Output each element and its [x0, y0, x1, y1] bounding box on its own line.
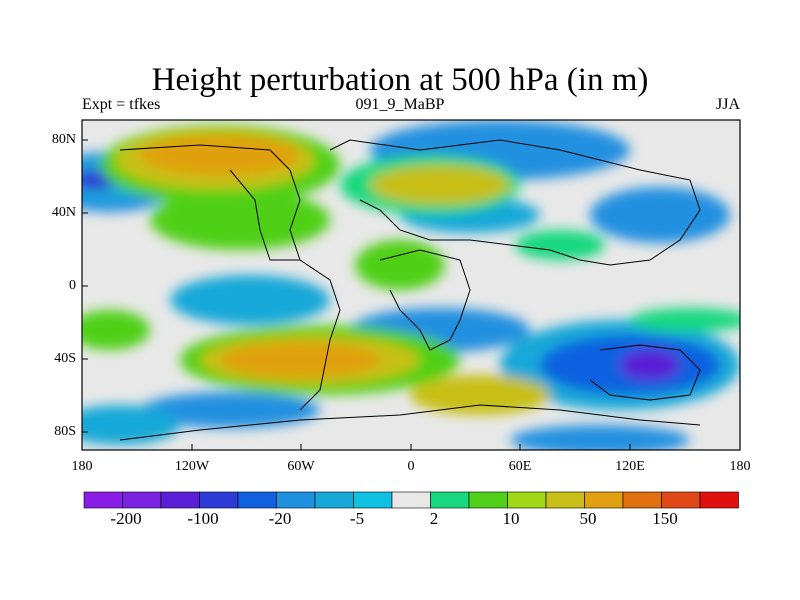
lat-tick-label: 40S: [54, 351, 76, 366]
colorbar: [83, 491, 739, 509]
colorbar-swatch: [699, 491, 739, 509]
lon-tick-label: 60W: [287, 459, 315, 474]
lon-tick-label: 60E: [508, 459, 532, 474]
colorbar-swatch: [237, 491, 277, 509]
coastlines: [119, 139, 701, 441]
colorbar-label: -200: [110, 509, 142, 528]
colorbar-swatch: [507, 491, 547, 509]
colorbar-label: -20: [268, 509, 292, 528]
colorbar-swatch: [276, 491, 316, 509]
colorbar-swatch: [122, 491, 162, 509]
lon-tickmarks: [81, 444, 741, 450]
map-title: Height perturbation at 500 hPa (in m): [151, 62, 649, 98]
lat-tickmarks: [82, 139, 88, 433]
colorbar-swatch: [545, 491, 585, 509]
colorbar-label: 2: [429, 509, 439, 528]
colorbar-swatch: [430, 491, 470, 509]
colorbar-swatch: [584, 491, 624, 509]
season-label: JJA: [715, 96, 740, 113]
lat-tick-label: 80S: [54, 424, 76, 439]
colorbar-swatch: [622, 491, 662, 509]
experiment-label: Expt = tfkes: [82, 96, 161, 113]
colorbar-label: 50: [579, 509, 597, 528]
colorbar-swatch: [661, 491, 701, 509]
lat-tick-label: 0: [69, 278, 76, 293]
colorbar-swatch: [160, 491, 200, 509]
colorbar-swatch: [83, 491, 123, 509]
colorbar-swatch: [314, 491, 354, 509]
colorbar-swatch: [199, 491, 239, 509]
colorbar-swatch: [391, 491, 431, 509]
lat-tick-label: 80N: [51, 132, 76, 147]
lon-tick-label: 120E: [615, 459, 645, 474]
colorbar-label: -100: [187, 509, 219, 528]
lon-tick-label: 180: [71, 459, 93, 474]
colorbar-swatch: [468, 491, 508, 509]
contour-field: [82, 120, 740, 450]
colorbar-label: 10: [502, 509, 520, 528]
case-label: 091_9_MaBP: [355, 96, 445, 113]
lon-tick-label: 0: [407, 459, 415, 474]
colorbar-swatch: [353, 491, 393, 509]
lon-tick-label: 180: [729, 459, 751, 474]
lat-tick-label: 40N: [51, 205, 76, 220]
colorbar-label: 150: [652, 509, 678, 528]
lon-tick-label: 120W: [174, 459, 210, 474]
colorbar-label: -5: [349, 509, 365, 528]
